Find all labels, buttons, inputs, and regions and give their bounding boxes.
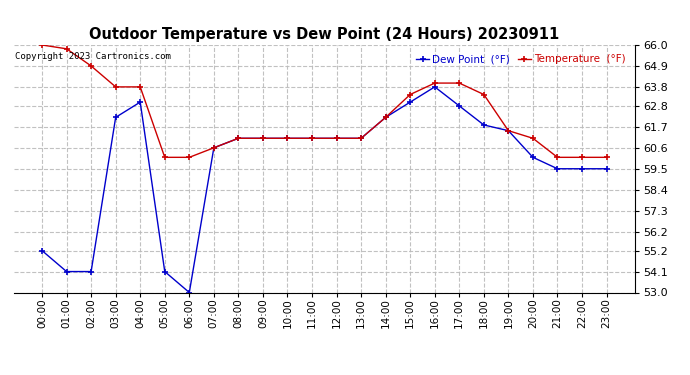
Legend: Dew Point  (°F), Temperature  (°F): Dew Point (°F), Temperature (°F) — [413, 50, 629, 69]
Text: Copyright 2023 Cartronics.com: Copyright 2023 Cartronics.com — [15, 53, 171, 62]
Title: Outdoor Temperature vs Dew Point (24 Hours) 20230911: Outdoor Temperature vs Dew Point (24 Hou… — [89, 27, 560, 42]
